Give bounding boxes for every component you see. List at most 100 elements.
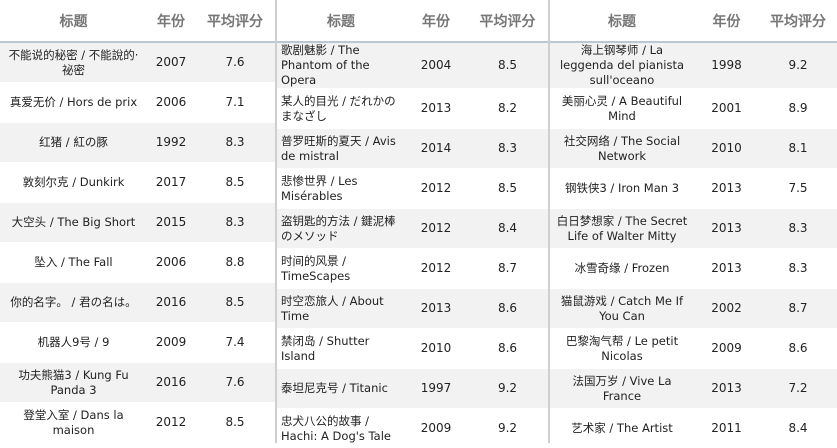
cell-title[interactable]: 美丽心灵 / A Beautiful Mind — [550, 89, 694, 129]
cell-year[interactable]: 1992 — [147, 123, 195, 163]
header-year[interactable]: 年份 — [147, 0, 195, 42]
cell-rating[interactable]: 8.4 — [759, 409, 837, 448]
header-year[interactable]: 年份 — [405, 0, 467, 42]
cell-title[interactable]: 钢铁侠3 / Iron Man 3 — [550, 169, 694, 209]
cell-title[interactable]: 机器人9号 / 9 — [0, 323, 147, 363]
cell-rating[interactable]: 8.5 — [195, 283, 275, 323]
cell-title[interactable]: 社交网络 / The Social Network — [550, 129, 694, 169]
cell-year[interactable]: 2006 — [147, 83, 195, 123]
cell-year[interactable]: 2012 — [147, 403, 195, 443]
cell-year[interactable]: 2011 — [694, 409, 759, 448]
cell-year[interactable]: 2012 — [405, 169, 467, 209]
cell-title[interactable]: 海上钢琴师 / La leggenda del pianista sull'oc… — [550, 42, 694, 89]
cell-title[interactable]: 坠入 / The Fall — [0, 243, 147, 283]
header-title[interactable]: 标题 — [550, 0, 694, 42]
cell-rating[interactable]: 9.2 — [759, 42, 837, 89]
cell-rating[interactable]: 8.1 — [759, 129, 837, 169]
cell-rating[interactable]: 8.3 — [467, 129, 548, 169]
cell-rating[interactable]: 8.6 — [467, 329, 548, 369]
cell-rating[interactable]: 8.7 — [467, 249, 548, 289]
cell-year[interactable]: 2016 — [147, 283, 195, 323]
cell-rating[interactable]: 8.5 — [195, 163, 275, 203]
cell-title[interactable]: 白日梦想家 / The Secret Life of Walter Mitty — [550, 209, 694, 249]
cell-title[interactable]: 登堂入室 / Dans la maison — [0, 403, 147, 443]
cell-year[interactable]: 2004 — [405, 42, 467, 89]
cell-title[interactable]: 禁闭岛 / Shutter Island — [277, 329, 405, 369]
cell-rating[interactable]: 7.1 — [195, 83, 275, 123]
cell-year[interactable]: 2013 — [694, 209, 759, 249]
cell-rating[interactable]: 8.7 — [759, 289, 837, 329]
cell-rating[interactable]: 8.3 — [195, 123, 275, 163]
cell-year[interactable]: 2012 — [405, 209, 467, 249]
cell-year[interactable]: 2014 — [405, 129, 467, 169]
header-rating[interactable]: 平均评分 — [759, 0, 837, 42]
cell-title[interactable]: 大空头 / The Big Short — [0, 203, 147, 243]
cell-title[interactable]: 某人的目光 / だれかのまなざし — [277, 89, 405, 129]
cell-rating[interactable]: 7.5 — [759, 169, 837, 209]
cell-year[interactable]: 2001 — [694, 89, 759, 129]
cell-rating[interactable]: 8.3 — [759, 249, 837, 289]
cell-title[interactable]: 忠犬八公的故事 / Hachi: A Dog's Tale — [277, 409, 405, 448]
cell-year[interactable]: 2010 — [405, 329, 467, 369]
cell-rating[interactable]: 7.6 — [195, 363, 275, 403]
cell-year[interactable]: 2010 — [694, 129, 759, 169]
cell-year[interactable]: 2009 — [147, 323, 195, 363]
cell-year[interactable]: 2006 — [147, 243, 195, 283]
cell-title[interactable]: 艺术家 / The Artist — [550, 409, 694, 448]
cell-year[interactable]: 2007 — [147, 42, 195, 83]
cell-title[interactable]: 法国万岁 / Vive La France — [550, 369, 694, 409]
cell-title[interactable]: 歌剧魅影 / The Phantom of the Opera — [277, 42, 405, 89]
cell-year[interactable]: 2013 — [405, 289, 467, 329]
cell-rating[interactable]: 8.6 — [759, 329, 837, 369]
cell-title[interactable]: 猫鼠游戏 / Catch Me If You Can — [550, 289, 694, 329]
cell-title[interactable]: 不能说的秘密 / 不能說的·祕密 — [0, 42, 147, 83]
cell-rating[interactable]: 8.6 — [467, 289, 548, 329]
cell-title[interactable]: 时空恋旅人 / About Time — [277, 289, 405, 329]
cell-year[interactable]: 2012 — [405, 249, 467, 289]
cell-year[interactable]: 2009 — [694, 329, 759, 369]
cell-title[interactable]: 功夫熊猫3 / Kung Fu Panda 3 — [0, 363, 147, 403]
header-rating[interactable]: 平均评分 — [467, 0, 548, 42]
cell-year[interactable]: 2013 — [405, 89, 467, 129]
cell-title[interactable]: 冰雪奇缘 / Frozen — [550, 249, 694, 289]
cell-rating[interactable]: 8.5 — [195, 403, 275, 443]
cell-rating[interactable]: 7.6 — [195, 42, 275, 83]
header-title[interactable]: 标题 — [0, 0, 147, 42]
cell-year[interactable]: 2009 — [405, 409, 467, 448]
cell-rating[interactable]: 7.4 — [195, 323, 275, 363]
cell-rating[interactable]: 9.2 — [467, 409, 548, 448]
cell-title[interactable]: 你的名字。 / 君の名は。 — [0, 283, 147, 323]
cell-year[interactable]: 2013 — [694, 249, 759, 289]
cell-title[interactable]: 敦刻尔克 / Dunkirk — [0, 163, 147, 203]
cell-year[interactable]: 2017 — [147, 163, 195, 203]
cell-year[interactable]: 1998 — [694, 42, 759, 89]
cell-title[interactable]: 巴黎淘气帮 / Le petit Nicolas — [550, 329, 694, 369]
cell-rating[interactable]: 8.4 — [467, 209, 548, 249]
cell-title[interactable]: 泰坦尼克号 / Titanic — [277, 369, 405, 409]
cell-title[interactable]: 真爱无价 / Hors de prix — [0, 83, 147, 123]
cell-year[interactable]: 2002 — [694, 289, 759, 329]
cell-title[interactable]: 盗钥匙的方法 / 鍵泥棒のメソッド — [277, 209, 405, 249]
cell-rating[interactable]: 8.5 — [467, 169, 548, 209]
cell-year[interactable]: 1997 — [405, 369, 467, 409]
cell-title[interactable]: 时间的风景 / TimeScapes — [277, 249, 405, 289]
cell-rating[interactable]: 8.2 — [467, 89, 548, 129]
cell-rating[interactable]: 7.2 — [759, 369, 837, 409]
cell-rating[interactable]: 8.3 — [195, 203, 275, 243]
cell-rating[interactable]: 8.9 — [759, 89, 837, 129]
cell-rating[interactable]: 8.8 — [195, 243, 275, 283]
cell-title[interactable]: 普罗旺斯的夏天 / Avis de mistral — [277, 129, 405, 169]
header-title[interactable]: 标题 — [277, 0, 405, 42]
cell-title[interactable]: 红猪 / 紅の豚 — [0, 123, 147, 163]
cell-year[interactable]: 2016 — [147, 363, 195, 403]
header-rating[interactable]: 平均评分 — [195, 0, 275, 42]
cell-year[interactable]: 2013 — [694, 369, 759, 409]
header-year[interactable]: 年份 — [694, 0, 759, 42]
cell-rating[interactable]: 8.5 — [467, 42, 548, 89]
cell-year[interactable]: 2013 — [694, 169, 759, 209]
cell-rating[interactable]: 9.2 — [467, 369, 548, 409]
cell-rating[interactable]: 8.3 — [759, 209, 837, 249]
cell-year[interactable]: 2015 — [147, 203, 195, 243]
cell-title[interactable]: 悲惨世界 / Les Misérables — [277, 169, 405, 209]
